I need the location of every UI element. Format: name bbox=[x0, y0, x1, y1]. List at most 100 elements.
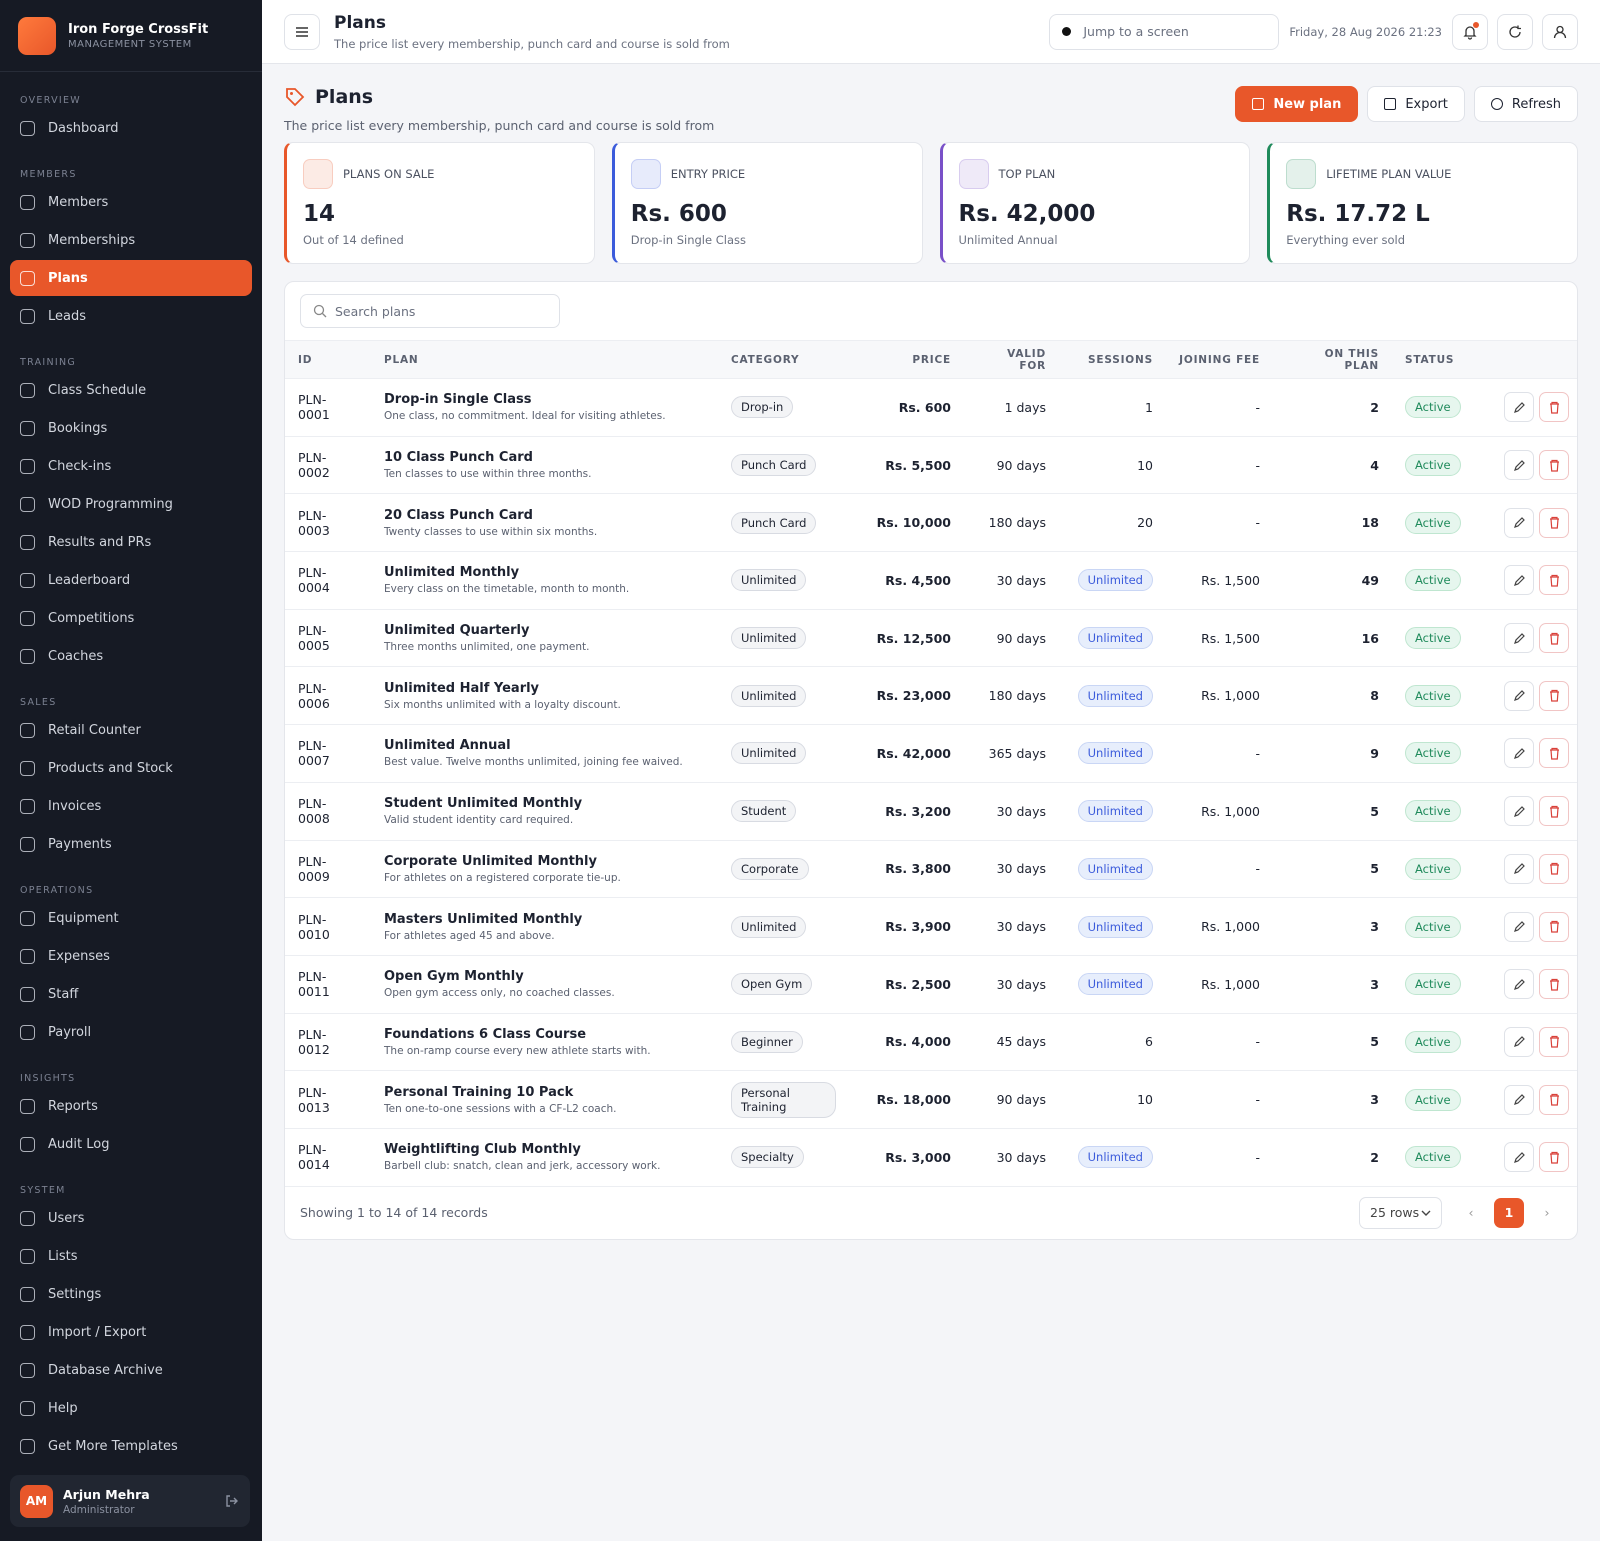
edit-button[interactable] bbox=[1504, 1142, 1534, 1173]
members-on-plan: 5 bbox=[1273, 840, 1392, 899]
nav-item[interactable]: Get More Templates bbox=[10, 1428, 252, 1464]
nav-item[interactable]: Reports bbox=[10, 1088, 252, 1124]
nav-item[interactable]: Dashboard bbox=[10, 110, 252, 146]
edit-button[interactable] bbox=[1504, 853, 1534, 884]
delete-button[interactable] bbox=[1539, 623, 1569, 654]
logout-icon[interactable] bbox=[224, 1493, 240, 1509]
action-button[interactable]: New plan bbox=[1235, 86, 1359, 122]
nav-item[interactable]: Coaches bbox=[10, 638, 252, 674]
delete-button[interactable] bbox=[1539, 911, 1569, 942]
nav-item[interactable]: Class Schedule bbox=[10, 372, 252, 408]
table-row: PLN-0002 10 Class Punch Card Ten classes t… bbox=[285, 436, 1577, 495]
table-row: PLN-0005 Unlimited Quarterly Three months … bbox=[285, 609, 1577, 668]
delete-button[interactable] bbox=[1539, 1026, 1569, 1057]
nav-item[interactable]: Products and Stock bbox=[10, 750, 252, 786]
column-header: CATEGORY bbox=[718, 340, 849, 379]
nav-item[interactable]: Users bbox=[10, 1200, 252, 1236]
page-size-select[interactable]: 25 rows bbox=[1359, 1196, 1442, 1229]
action-button[interactable]: Export bbox=[1367, 86, 1465, 122]
table-search[interactable]: Search plans bbox=[300, 294, 560, 328]
edit-button[interactable] bbox=[1504, 911, 1534, 942]
edit-button[interactable] bbox=[1504, 738, 1534, 769]
edit-button[interactable] bbox=[1504, 565, 1534, 596]
delete-button[interactable] bbox=[1539, 1142, 1569, 1173]
action-button[interactable]: Refresh bbox=[1473, 86, 1578, 122]
nav-item[interactable]: Audit Log bbox=[10, 1126, 252, 1162]
page-subtitle: The price list every membership, punch c… bbox=[284, 118, 715, 133]
plan-description: Best value. Twelve months unlimited, joi… bbox=[384, 756, 683, 769]
delete-button[interactable] bbox=[1539, 853, 1569, 884]
delete-button[interactable] bbox=[1539, 392, 1569, 423]
edit-button[interactable] bbox=[1504, 796, 1534, 827]
actions-cell bbox=[1485, 436, 1577, 495]
user-box[interactable]: AM Arjun Mehra Administrator bbox=[10, 1475, 250, 1527]
edit-button[interactable] bbox=[1504, 507, 1534, 538]
nav-item[interactable]: Leaderboard bbox=[10, 562, 252, 598]
stat-value: 14 bbox=[303, 201, 336, 227]
delete-button[interactable] bbox=[1539, 738, 1569, 769]
menu-button[interactable] bbox=[284, 13, 320, 50]
nav-item[interactable]: Members bbox=[10, 184, 252, 220]
nav-item[interactable]: Import / Export bbox=[10, 1314, 252, 1350]
category-cell: Personal Training bbox=[718, 1070, 849, 1129]
notifications-button[interactable] bbox=[1452, 13, 1488, 50]
delete-button[interactable] bbox=[1539, 507, 1569, 538]
reload-button[interactable] bbox=[1497, 13, 1533, 50]
nav-item[interactable]: Retail Counter bbox=[10, 712, 252, 748]
prev-page[interactable]: ‹ bbox=[1468, 1205, 1474, 1221]
nav-item[interactable]: Competitions bbox=[10, 600, 252, 636]
stat-value: Rs. 42,000 bbox=[958, 201, 1096, 227]
edit-button[interactable] bbox=[1504, 1026, 1534, 1057]
nav-item[interactable]: Results and PRs bbox=[10, 524, 252, 560]
nav-item[interactable]: Leads bbox=[10, 298, 252, 334]
status-chip: Active bbox=[1405, 857, 1461, 880]
joining-fee: Rs. 1,500 bbox=[1166, 551, 1273, 610]
nav-item[interactable]: Equipment bbox=[10, 900, 252, 936]
page-heading: Plans The price list every membership, p… bbox=[284, 86, 714, 133]
nav-item[interactable]: Payroll bbox=[10, 1014, 252, 1050]
nav-item[interactable]: Bookings bbox=[10, 410, 252, 446]
nav-item[interactable]: WOD Programming bbox=[10, 486, 252, 522]
nav-item[interactable]: Lists bbox=[10, 1238, 252, 1274]
delete-button[interactable] bbox=[1539, 796, 1569, 827]
nav-item[interactable]: Check-ins bbox=[10, 448, 252, 484]
nav-label: Equipment bbox=[48, 910, 119, 926]
nav-item[interactable]: Payments bbox=[10, 826, 252, 862]
stat-head: TOP PLAN bbox=[958, 159, 1234, 189]
profile-button[interactable] bbox=[1542, 13, 1578, 50]
nav-item[interactable]: Settings bbox=[10, 1276, 252, 1312]
valid-for: 45 days bbox=[964, 1013, 1059, 1072]
stat-icon bbox=[958, 159, 989, 189]
current-page[interactable]: 1 bbox=[1494, 1197, 1524, 1228]
jump-search[interactable]: Jump to a screen bbox=[1049, 13, 1280, 50]
edit-button[interactable] bbox=[1504, 680, 1534, 711]
nav-item[interactable]: Invoices bbox=[10, 788, 252, 824]
edit-button[interactable] bbox=[1504, 623, 1534, 654]
edit-button[interactable] bbox=[1504, 1084, 1534, 1115]
joining-fee: Rs. 1,000 bbox=[1166, 666, 1273, 726]
plan-id: PLN-0005 bbox=[285, 609, 371, 668]
category-chip: Unlimited bbox=[731, 569, 807, 592]
nav-item[interactable]: Staff bbox=[10, 976, 252, 1012]
delete-button[interactable] bbox=[1539, 1084, 1569, 1115]
nav-item[interactable]: Memberships bbox=[10, 222, 252, 258]
edit-button[interactable] bbox=[1504, 392, 1534, 423]
nav-icon bbox=[20, 760, 35, 776]
price: Rs. 23,000 bbox=[849, 666, 964, 726]
next-page[interactable]: › bbox=[1544, 1205, 1550, 1221]
plan-cell: 20 Class Punch Card Twenty classes to use… bbox=[371, 493, 718, 553]
nav-item[interactable]: Database Archive bbox=[10, 1352, 252, 1388]
nav-item[interactable]: Expenses bbox=[10, 938, 252, 974]
edit-button[interactable] bbox=[1504, 450, 1534, 481]
delete-button[interactable] bbox=[1539, 969, 1569, 1000]
delete-button[interactable] bbox=[1539, 680, 1569, 711]
nav-item[interactable]: Plans bbox=[10, 260, 252, 296]
delete-button[interactable] bbox=[1539, 450, 1569, 481]
plan-description: Three months unlimited, one payment. bbox=[384, 641, 590, 654]
delete-button[interactable] bbox=[1539, 565, 1569, 596]
nav-item[interactable]: Help bbox=[10, 1390, 252, 1426]
edit-button[interactable] bbox=[1504, 969, 1534, 1000]
nav-label: Retail Counter bbox=[48, 722, 141, 738]
nav-label: Dashboard bbox=[48, 120, 119, 136]
plan-description: For athletes aged 45 and above. bbox=[384, 929, 555, 942]
